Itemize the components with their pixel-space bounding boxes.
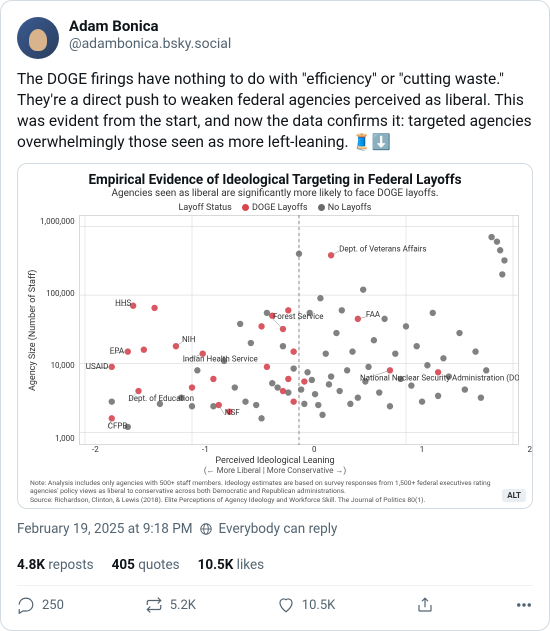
svg-text:CFPB: CFPB — [107, 421, 127, 430]
svg-text:Dept. of Education: Dept. of Education — [128, 394, 194, 403]
svg-text:NIH: NIH — [182, 335, 196, 344]
chart-subtitle: Agencies seen as liberal are significant… — [26, 188, 524, 199]
likes-stat[interactable]: 10.5K likes — [198, 557, 265, 573]
reply-count: 250 — [42, 598, 64, 613]
legend-label-red: DOGE Layoffs — [252, 203, 307, 213]
svg-text:National Nuclear Security Admi: National Nuclear Security Administration… — [360, 373, 519, 382]
post-meta: February 19, 2025 at 9:18 PM Everybody c… — [17, 521, 533, 537]
chart-title: Empirical Evidence of Ideological Target… — [26, 172, 524, 188]
legend-dot-red — [242, 204, 249, 211]
x-axis-label-main: Perceived Ideological Leaning — [215, 456, 334, 466]
scatter-plot: HHS EPAUSAID NIH Indian Health Service Dept.… — [79, 215, 519, 445]
x-axis-ticks: -2-1012 — [92, 445, 532, 454]
reply-button[interactable]: 250 — [17, 596, 64, 614]
heart-icon — [277, 596, 295, 614]
post-header: Adam Bonica @adambonica.bsky.social — [17, 17, 533, 59]
like-button[interactable]: 10.5K — [277, 596, 336, 614]
action-bar: 250 5.2K 10.5K — [17, 586, 533, 614]
legend-title: Layoff Status — [179, 203, 232, 213]
alt-badge[interactable]: ALT — [502, 489, 526, 502]
more-icon — [515, 596, 533, 614]
legend-label-grey: No Layoffs — [328, 203, 372, 213]
svg-text:Dept. of Veterans Affairs: Dept. of Veterans Affairs — [339, 244, 426, 253]
reply-icon — [17, 596, 35, 614]
svg-text:Indian Health Service: Indian Health Service — [182, 354, 257, 363]
avatar[interactable] — [17, 17, 59, 59]
globe-icon — [199, 522, 213, 536]
svg-text:NSF: NSF — [224, 408, 239, 417]
stats-row: 4.8K reposts 405 quotes 10.5K likes — [17, 547, 533, 573]
more-button[interactable] — [515, 596, 533, 614]
author-block[interactable]: Adam Bonica @adambonica.bsky.social — [69, 17, 231, 53]
like-count: 10.5K — [302, 598, 336, 613]
quotes-stat[interactable]: 405 quotes — [112, 557, 180, 573]
plot-wrap: Agency Size (Number of Staff) 1,000,0001… — [26, 215, 524, 445]
reply-scope[interactable]: Everybody can reply — [219, 521, 338, 537]
svg-text:Forest Service: Forest Service — [273, 312, 324, 321]
social-post: Adam Bonica @adambonica.bsky.social The … — [0, 0, 550, 631]
display-name: Adam Bonica — [69, 17, 231, 36]
repost-icon — [145, 596, 163, 614]
repost-count: 5.2K — [170, 598, 196, 613]
chart-legend: Layoff Status DOGE Layoffs No Layoffs — [26, 203, 524, 213]
svg-text:FAA: FAA — [365, 310, 380, 319]
legend-dot-grey — [318, 204, 325, 211]
y-axis-label: Agency Size (Number of Staff) — [26, 215, 40, 445]
svg-text:EPA: EPA — [109, 346, 124, 355]
x-axis-label-sub: (← More Liberal | More Conservative →) — [204, 466, 346, 475]
handle: @adambonica.bsky.social — [69, 36, 231, 54]
svg-text:USAID: USAID — [85, 362, 108, 371]
x-axis-label: Perceived Ideological Leaning (← More Li… — [26, 456, 524, 476]
y-axis-ticks: 1,000,000100,00010,0001,000 — [40, 215, 79, 445]
embedded-chart-card[interactable]: Empirical Evidence of Ideological Target… — [17, 163, 533, 509]
chart-footnote: Note: Analysis includes only agencies wi… — [26, 479, 524, 504]
share-icon — [416, 596, 434, 614]
share-button[interactable] — [416, 596, 434, 614]
reposts-stat[interactable]: 4.8K reposts — [17, 557, 94, 573]
repost-button[interactable]: 5.2K — [145, 596, 196, 614]
post-body: The DOGE firings have nothing to do with… — [17, 69, 533, 153]
timestamp[interactable]: February 19, 2025 at 9:18 PM — [17, 521, 193, 537]
svg-text:HHS: HHS — [115, 298, 131, 307]
